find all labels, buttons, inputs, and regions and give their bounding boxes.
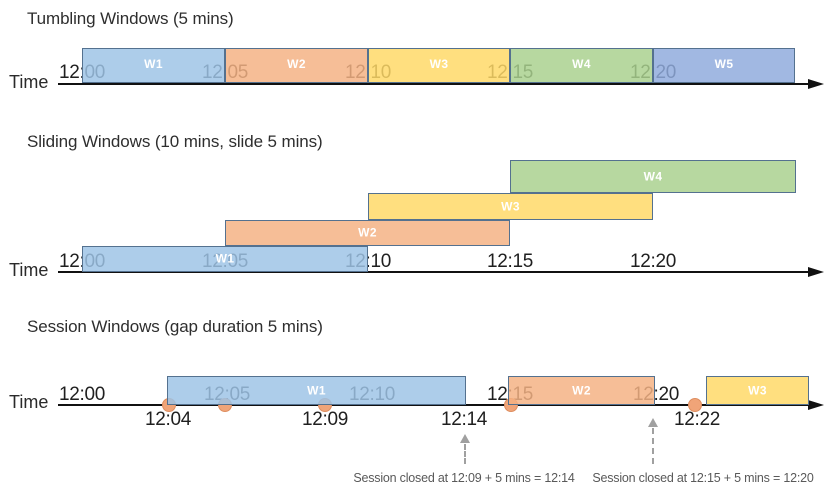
sliding-window-w1: W1 xyxy=(82,246,368,272)
sliding-window-w4: W4 xyxy=(510,160,796,193)
session-closed-annotation-1: Session closed at 12:09 + 5 mins = 12:14 xyxy=(353,471,575,485)
event-time-label-1214: 12:14 xyxy=(440,409,488,430)
event-dot-1222 xyxy=(688,398,702,412)
tumbling-window-w4: W4 xyxy=(510,48,653,83)
sliding-time-axis-label: Time xyxy=(9,260,49,280)
session-window-w3-label: W3 xyxy=(748,382,767,397)
sliding-window-w3-label: W3 xyxy=(501,198,520,213)
event-time-label-1204: 12:04 xyxy=(144,409,192,430)
tumbling-time-axis xyxy=(58,82,810,86)
session-window-w3: W3 xyxy=(706,376,809,405)
sliding-window-w1-label: W1 xyxy=(215,251,235,266)
session-title: Session Windows (gap duration 5 mins) xyxy=(27,317,323,336)
annotation-arrow-shaft-1214 xyxy=(464,444,466,464)
session-closed-annotation-2: Session closed at 12:15 + 5 mins = 12:20 xyxy=(592,471,814,485)
tumbling-time-axis-label: Time xyxy=(9,72,49,92)
tumbling-window-w5-label: W5 xyxy=(714,57,734,71)
session-time-axis-label: Time xyxy=(9,392,49,412)
sliding-tick-1215: 12:15 xyxy=(486,251,534,272)
session-tick-1200: 12:00 xyxy=(58,384,106,405)
event-time-label-1209: 12:09 xyxy=(301,409,349,430)
session-window-w2-label: W2 xyxy=(572,382,591,397)
sliding-window-w2-label: W2 xyxy=(358,225,377,240)
tumbling-window-w2-label: W2 xyxy=(287,57,306,71)
tumbling-window-w3-label: W3 xyxy=(429,57,449,71)
annotation-arrow-shaft-1220 xyxy=(652,428,654,464)
annotation-arrow-icon-1214 xyxy=(460,434,470,443)
tumbling-window-w4-label: W4 xyxy=(572,57,591,71)
session-axis-arrowhead-icon xyxy=(808,399,824,410)
session-window-w1: W1 xyxy=(167,376,466,405)
tumbling-window-w2: W2 xyxy=(225,48,368,83)
session-window-w1-label: W1 xyxy=(307,382,326,397)
sliding-window-w4-label: W4 xyxy=(643,168,663,183)
tumbling-window-w5: W5 xyxy=(653,48,795,83)
session-window-w2: W2 xyxy=(508,376,655,405)
sliding-time-axis xyxy=(58,270,810,274)
sliding-window-w2: W2 xyxy=(225,220,510,246)
event-time-label-1222: 12:22 xyxy=(673,409,721,430)
sliding-title: Sliding Windows (10 mins, slide 5 mins) xyxy=(27,132,323,151)
annotation-arrow-icon-1220 xyxy=(648,418,658,427)
sliding-window-w3: W3 xyxy=(368,193,653,220)
sliding-tick-1220: 12:20 xyxy=(629,251,677,272)
sliding-axis-arrowhead-icon xyxy=(808,266,824,277)
tumbling-window-w1: W1 xyxy=(82,48,225,83)
tumbling-axis-arrowhead-icon xyxy=(808,78,824,89)
tumbling-window-w3: W3 xyxy=(368,48,510,83)
tumbling-title: Tumbling Windows (5 mins) xyxy=(27,9,234,28)
tumbling-window-w1-label: W1 xyxy=(144,57,163,71)
